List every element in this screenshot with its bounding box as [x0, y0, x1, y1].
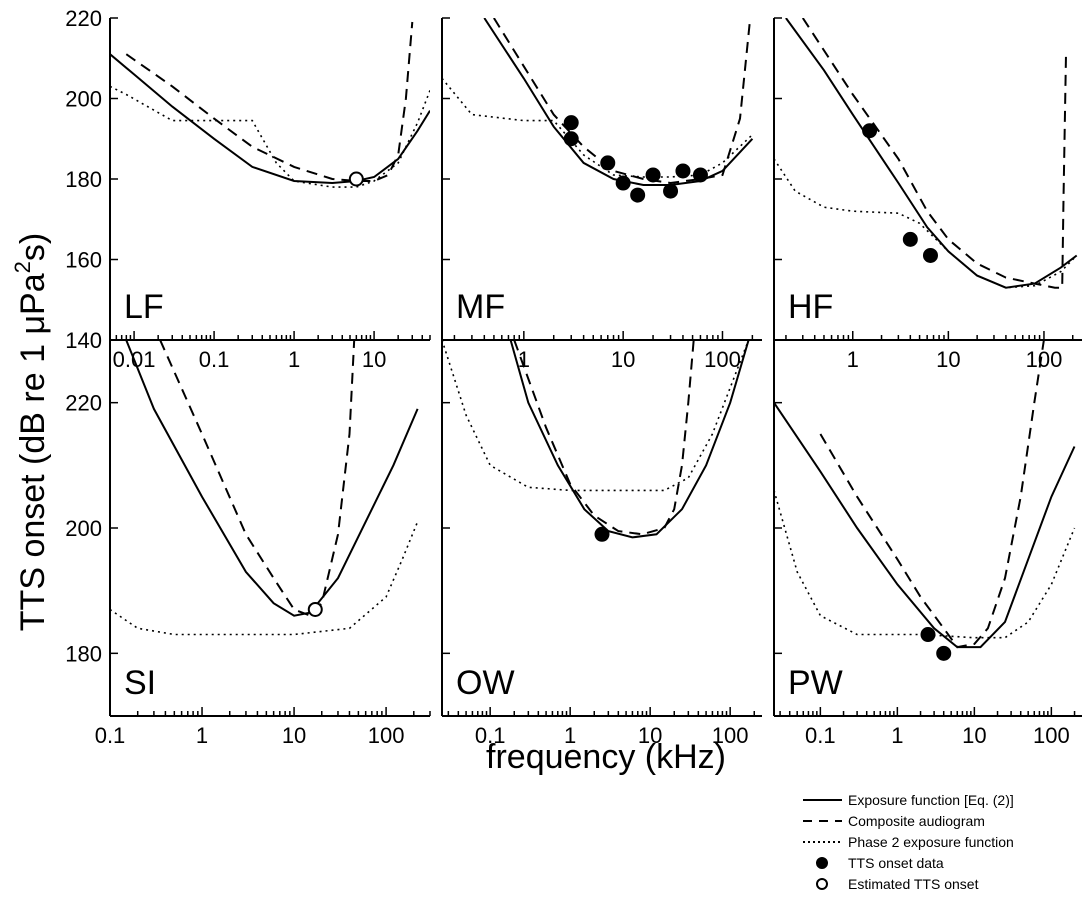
series-dashed-line	[513, 340, 695, 536]
x-tick-label: 100	[368, 723, 405, 748]
y-tick-label: 200	[65, 87, 102, 112]
x-tick-label: 10	[936, 347, 960, 372]
legend-marker	[816, 878, 828, 890]
series-solid-line	[125, 340, 419, 617]
legend-label: Exposure function [Eq. (2)]	[848, 792, 1014, 808]
series-solid-line	[483, 18, 754, 186]
series-dotted-line	[110, 521, 419, 636]
legend-label: Composite audiogram	[848, 813, 985, 829]
tts-onset-point	[594, 526, 610, 542]
series-dotted-line	[774, 490, 1076, 639]
x-tick-label: 10	[362, 347, 386, 372]
y-axis-title-suffix: s)	[14, 233, 52, 261]
series-dotted-line	[774, 158, 1078, 289]
x-tick-label: 100	[1033, 723, 1070, 748]
series-dashed-line	[819, 340, 1045, 649]
panel-label: OW	[456, 664, 515, 702]
panel-si: 0.1 1 10 100 180 200 220 SI	[65, 340, 431, 748]
panel-label: LF	[124, 288, 164, 326]
tts-onset-point	[615, 175, 631, 191]
series-solid-line	[110, 53, 430, 185]
x-axis-title: frequency (kHz)	[486, 738, 726, 776]
tts-onset-point	[563, 131, 579, 147]
panel-label: HF	[788, 288, 833, 326]
tts-onset-point	[936, 645, 952, 661]
y-axis-title: TTS onset (dB re 1 μPa2s)	[10, 233, 52, 631]
tts-onset-point	[645, 167, 661, 183]
x-tick-label: 100	[704, 347, 741, 372]
y-tick-label: 200	[65, 516, 102, 541]
legend-entry: Exposure function [Eq. (2)]	[803, 792, 1014, 808]
legend-label: Phase 2 exposure function	[848, 834, 1014, 850]
x-tick-label: 1	[847, 347, 859, 372]
x-tick-label: 10	[611, 347, 635, 372]
x-tick-label: 10	[282, 723, 306, 748]
tts-onset-point	[902, 231, 918, 247]
tts-onset-point	[692, 167, 708, 183]
x-tick-label: 0.1	[199, 347, 230, 372]
series-dotted-line	[442, 340, 750, 492]
y-axis-title-main: TTS onset (dB re 1 μPa	[14, 273, 52, 631]
legend: Exposure function [Eq. (2)] Composite aud…	[803, 792, 1014, 892]
panel-mf: 1 10 100 MF	[441, 17, 762, 372]
series-dotted-line	[442, 77, 753, 178]
estimated-tts-onset-point	[307, 601, 323, 617]
panel-label: MF	[456, 288, 505, 326]
panel-label: PW	[788, 664, 843, 702]
x-tick-label: 10	[962, 723, 986, 748]
tts-onset-point	[600, 155, 616, 171]
x-tick-label: 1	[196, 723, 208, 748]
y-tick-label: 220	[65, 391, 102, 416]
x-tick-label: 0.1	[95, 723, 126, 748]
x-tick-label: 1	[518, 347, 530, 372]
tts-onset-point	[922, 247, 938, 263]
legend-entry: TTS onset data	[816, 855, 944, 871]
y-tick-label: 180	[65, 641, 102, 666]
tts-onset-point	[862, 123, 878, 139]
y-axis-title-superscript: 2	[10, 261, 35, 273]
legend-entry: Composite audiogram	[803, 813, 985, 829]
x-tick-label: 1	[564, 723, 576, 748]
series-solid-line	[774, 402, 1076, 649]
y-tick-label: 220	[65, 6, 102, 31]
x-tick-label: 100	[1026, 347, 1063, 372]
tts-onset-point	[663, 183, 679, 199]
x-tick-label: 0.1	[805, 723, 836, 748]
x-tick-label: 1	[891, 723, 903, 748]
y-tick-label: 140	[65, 328, 102, 353]
x-tick-label: 10	[638, 723, 662, 748]
legend-marker	[816, 857, 828, 869]
tts-onset-point	[920, 627, 936, 643]
series-dashed-line	[801, 18, 1067, 289]
series-dashed-line	[125, 21, 414, 182]
panel-pw: 0.1 1 10 100 PW	[773, 340, 1082, 748]
panel-label: SI	[124, 664, 156, 702]
panel-ow: 0.1 1 10 100 OW	[441, 340, 762, 748]
panel-hf: 1 10 100 HF	[773, 17, 1082, 372]
y-tick-label: 180	[65, 167, 102, 192]
legend-label: TTS onset data	[848, 855, 944, 871]
x-tick-label: 0.1	[475, 723, 506, 748]
legend-label: Estimated TTS onset	[848, 876, 979, 892]
series-dashed-line	[159, 340, 356, 617]
y-tick-label: 160	[65, 248, 102, 273]
x-tick-label: 100	[712, 723, 749, 748]
tts-onset-point	[630, 187, 646, 203]
estimated-tts-onset-point	[348, 171, 364, 187]
legend-entry: Phase 2 exposure function	[803, 834, 1014, 850]
legend-entry: Estimated TTS onset	[816, 876, 979, 892]
x-tick-label: 1	[288, 347, 300, 372]
tts-onset-point	[563, 115, 579, 131]
series-solid-line	[509, 340, 750, 539]
series-dashed-line	[493, 18, 752, 185]
tts-onset-point	[675, 163, 691, 179]
series-solid-line	[785, 18, 1078, 289]
